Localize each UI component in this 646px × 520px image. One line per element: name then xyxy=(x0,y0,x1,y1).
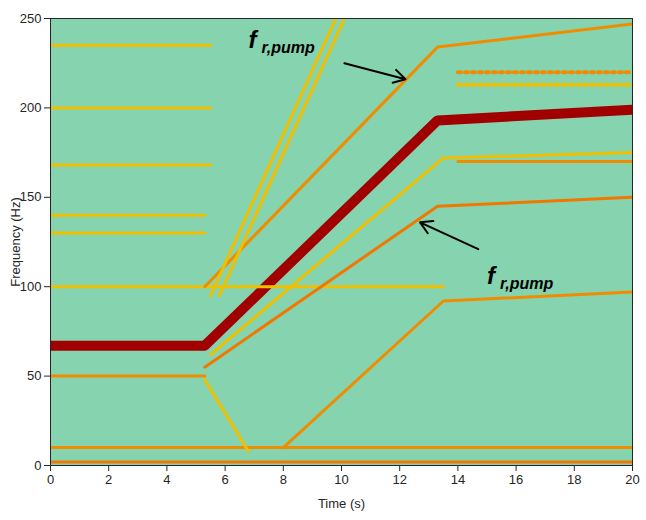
svg-text:16: 16 xyxy=(509,472,523,487)
svg-text:0: 0 xyxy=(47,472,54,487)
svg-text:Time (s): Time (s) xyxy=(318,496,365,511)
svg-text:250: 250 xyxy=(20,11,42,26)
svg-text:150: 150 xyxy=(20,189,42,204)
svg-text:50: 50 xyxy=(27,368,41,383)
svg-text:200: 200 xyxy=(20,100,42,115)
svg-text:f: f xyxy=(248,26,258,53)
svg-text:2: 2 xyxy=(105,472,112,487)
svg-text:14: 14 xyxy=(451,472,465,487)
svg-text:10: 10 xyxy=(334,472,348,487)
svg-text:100: 100 xyxy=(20,279,42,294)
svg-text:r,pump: r,pump xyxy=(500,275,554,292)
svg-text:8: 8 xyxy=(280,472,287,487)
svg-text:r,pump: r,pump xyxy=(261,39,315,56)
svg-text:20: 20 xyxy=(625,472,639,487)
svg-text:Frequency (Hz): Frequency (Hz) xyxy=(8,197,23,287)
svg-text:0: 0 xyxy=(34,458,41,473)
svg-text:6: 6 xyxy=(221,472,228,487)
svg-text:4: 4 xyxy=(163,472,170,487)
svg-text:12: 12 xyxy=(392,472,406,487)
svg-text:f: f xyxy=(487,262,497,289)
svg-text:18: 18 xyxy=(567,472,581,487)
